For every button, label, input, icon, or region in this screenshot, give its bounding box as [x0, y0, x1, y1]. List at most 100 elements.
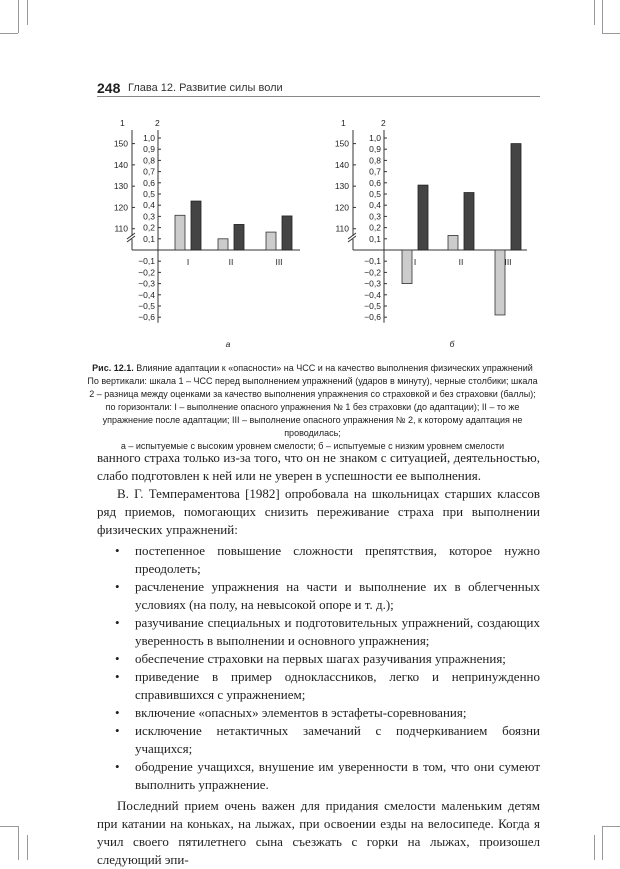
bar-scale1 — [190, 200, 202, 251]
axis-break — [126, 235, 136, 243]
running-header: 248 Глава 12. Развитие силы воли — [97, 80, 540, 97]
scale2-tick-label: 0,8 — [143, 155, 155, 165]
paragraph: Последний прием очень важен для придания… — [97, 798, 540, 867]
scale2-tick-label: −0,4 — [138, 290, 155, 300]
scale1-tick-label: 110 — [335, 224, 349, 234]
category-label: III — [504, 257, 511, 267]
scale2-label: 2 — [155, 118, 160, 128]
scale2-tick-label: 0,1 — [143, 234, 155, 244]
scale2-tick-label: −0,4 — [364, 290, 381, 300]
crop-mark — [602, 826, 603, 860]
bar-scale2 — [174, 214, 186, 251]
scale2-tick-label: −0,2 — [364, 267, 381, 277]
bar-scale1 — [417, 184, 429, 251]
scale2-tick-label: −0,6 — [138, 312, 155, 322]
crop-mark — [0, 826, 18, 827]
panel-label: а — [226, 339, 231, 349]
category-label: I — [414, 257, 416, 267]
scale1-tick-label: 150 — [114, 139, 128, 149]
scale2-tick-label: 0,4 — [143, 200, 155, 210]
scale1-tick-label: 120 — [114, 202, 128, 212]
scale1-tick-label: 120 — [335, 202, 349, 212]
category-label: III — [275, 257, 282, 267]
bar-scale2 — [447, 235, 459, 251]
caption-title: Влияние адаптации к «опасности» на ЧСС и… — [133, 363, 533, 373]
list-item: исключение нетактичных замечаний с подче… — [115, 722, 540, 758]
axis-break — [347, 232, 357, 240]
scale2-tick-label: 0,9 — [369, 144, 381, 154]
scale2-tick-label: 0,8 — [369, 155, 381, 165]
category-label: II — [459, 257, 464, 267]
scale1-tick-label: 130 — [335, 181, 349, 191]
list-item: постепенное повышение сложности препятст… — [115, 542, 540, 578]
scale2-tick-label: 0,6 — [143, 178, 155, 188]
scale2-tick-label: −0,3 — [364, 279, 381, 289]
scale1-tick-label: 110 — [114, 224, 128, 234]
chapter-title: Глава 12. Развитие силы воли — [128, 82, 283, 94]
figure-caption: Рис. 12.1. Влияние адаптации к «опасност… — [85, 362, 540, 453]
scale1-tick-label: 150 — [335, 139, 349, 149]
bar-scale2 — [494, 249, 506, 316]
scale2-tick-label: 0,9 — [143, 144, 155, 154]
caption-line: По вертикали: шкала 1 – ЧСС перед выполн… — [87, 376, 538, 399]
list-item: обеспечение страховки на первых шагах ра… — [115, 650, 540, 668]
caption-line: по горизонтали: I – выполнение опасного … — [102, 402, 523, 438]
scale2-tick-label: 0,5 — [369, 189, 381, 199]
category-label: I — [187, 257, 189, 267]
crop-mark — [602, 33, 620, 34]
scale2-tick-label: −0,5 — [364, 301, 381, 311]
scale2-tick-label: −0,2 — [138, 267, 155, 277]
paragraph: ванного страха только из-за того, что он… — [97, 450, 540, 483]
crop-mark — [27, 835, 28, 860]
scale2-tick-label: −0,1 — [138, 256, 155, 266]
scale1-tick-label: 130 — [114, 181, 128, 191]
crop-mark — [594, 0, 595, 25]
bar-scale1 — [233, 224, 245, 251]
bar-scale2 — [401, 249, 413, 284]
scale2-tick-label: 0,5 — [143, 189, 155, 199]
scale1-tick-label: 140 — [335, 160, 349, 170]
bar-scale2 — [217, 238, 229, 251]
scale2-tick-label: 0,4 — [369, 200, 381, 210]
list-item: приведение в пример одноклассников, легк… — [115, 668, 540, 704]
crop-mark — [18, 826, 19, 860]
scale1-label: 1 — [341, 118, 346, 128]
bar-scale2 — [265, 231, 277, 251]
crop-mark — [27, 0, 28, 25]
scale2-tick-label: −0,5 — [138, 301, 155, 311]
scale2-tick-label: 0,1 — [369, 234, 381, 244]
scale2-tick-label: 0,7 — [369, 167, 381, 177]
scale2-tick-label: −0,1 — [364, 256, 381, 266]
bar-scale1 — [510, 143, 522, 251]
bar-scale1 — [281, 215, 293, 251]
crop-mark — [602, 826, 620, 827]
scale2-tick-label: 0,6 — [369, 178, 381, 188]
axis-break — [126, 232, 136, 240]
crop-mark — [0, 33, 18, 34]
bar-scale1 — [463, 192, 475, 251]
scale2-tick-label: 0,3 — [143, 211, 155, 221]
scale1-label: 1 — [120, 118, 125, 128]
body-text: ванного страха только из-за того, что он… — [97, 449, 540, 869]
scale2-tick-label: 0,2 — [143, 223, 155, 233]
scale1-tick-label: 140 — [114, 160, 128, 170]
scale2-tick-label: −0,3 — [138, 279, 155, 289]
scale2-tick-label: −0,6 — [364, 312, 381, 322]
list-item: расчленение упражнения на части и выполн… — [115, 578, 540, 614]
caption-label: Рис. 12.1. — [92, 363, 134, 373]
crop-mark — [18, 0, 19, 33]
paragraph: В. Г. Темпераментова [1982] опробовала н… — [97, 486, 540, 537]
scale2-tick-label: 0,7 — [143, 167, 155, 177]
crop-mark — [594, 835, 595, 860]
scale2-tick-label: 1,0 — [143, 133, 155, 143]
caption-line: а – испытуемые с высоким уровнем смелост… — [120, 441, 505, 451]
figure-12-1: 1 21101201301401501,00,90,80,70,60,50,40,… — [114, 118, 527, 349]
list-item: ободрение учащихся, внушение им уверенно… — [115, 758, 540, 794]
scale2-tick-label: 0,3 — [369, 211, 381, 221]
scale2-tick-label: 0,2 — [369, 223, 381, 233]
scale2-tick-label: 1,0 — [369, 133, 381, 143]
list-item: разучивание специальных и подготовительн… — [115, 614, 540, 650]
bullet-list: постепенное повышение сложности препятст… — [97, 542, 540, 794]
panel-label: б — [450, 339, 456, 349]
scale2-label: 2 — [381, 118, 386, 128]
